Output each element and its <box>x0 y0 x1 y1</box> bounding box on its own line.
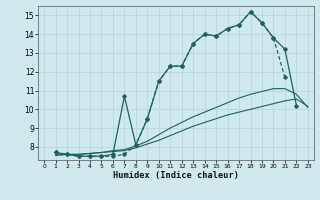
X-axis label: Humidex (Indice chaleur): Humidex (Indice chaleur) <box>113 171 239 180</box>
